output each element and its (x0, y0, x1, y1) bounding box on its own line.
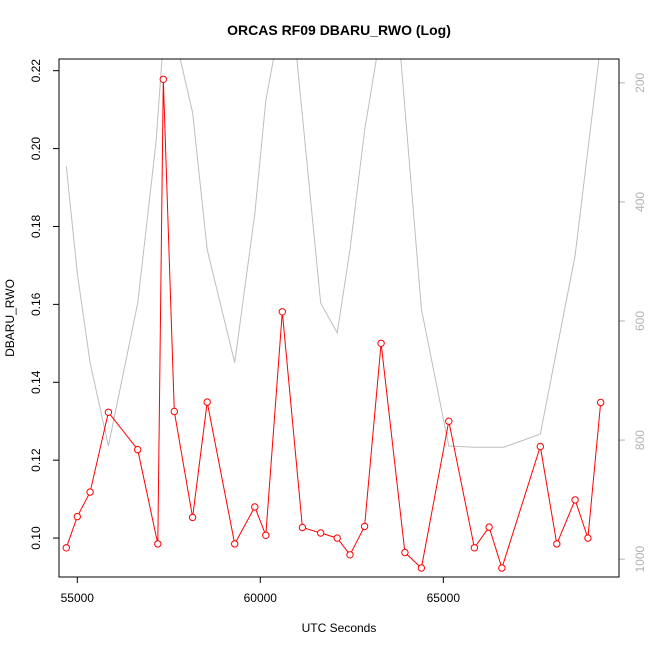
data-point (360, 522, 369, 531)
y2-tick-label: 600 (633, 311, 647, 331)
chart-title: ORCAS RF09 DBARU_RWO (Log) (227, 22, 451, 38)
data-point (485, 523, 493, 531)
y-tick-label: 0.10 (29, 526, 43, 550)
data-point (298, 523, 307, 532)
data-point (251, 503, 259, 511)
y-tick-label: 0.12 (29, 448, 43, 472)
data-point (104, 408, 113, 416)
data-point (262, 531, 270, 539)
data-point (470, 544, 479, 552)
data-point (377, 339, 385, 347)
data-point (170, 407, 179, 416)
data-point (231, 540, 239, 548)
data-point (73, 512, 82, 521)
data-point (584, 534, 592, 542)
data-point (571, 496, 579, 504)
y2-tick-label: 200 (633, 72, 647, 92)
x-tick-label: 55000 (61, 591, 95, 605)
data-point (417, 564, 426, 572)
data-point (498, 564, 506, 572)
data-point (188, 513, 197, 522)
y-tick-label: 0.20 (29, 137, 43, 161)
plot-frame (58, 58, 620, 578)
data-point (86, 488, 94, 496)
y-tick-label: 0.14 (29, 370, 43, 394)
x-tick-label: 65000 (427, 591, 461, 605)
data-point (445, 417, 453, 425)
data-point (597, 398, 605, 407)
data-point (62, 544, 71, 552)
data-point (401, 548, 409, 557)
y-axis-label: DBARU_RWO (3, 279, 17, 357)
data-point (553, 540, 561, 548)
data-point (159, 75, 168, 84)
secondary-series-line (65, 59, 600, 448)
x-axis-label: UTC Seconds (302, 621, 377, 635)
data-point (278, 308, 286, 316)
data-point (134, 445, 142, 454)
data-point (333, 534, 341, 542)
data-point (154, 540, 162, 548)
data-point (346, 551, 354, 559)
y-tick-label: 0.18 (29, 214, 43, 238)
y2-tick-label: 1000 (633, 545, 647, 572)
x-tick-label: 60000 (244, 591, 278, 605)
y-tick-label: 0.16 (29, 292, 43, 316)
data-point (203, 398, 211, 406)
y-tick-label: 0.22 (29, 59, 43, 83)
y2-tick-label: 800 (633, 430, 647, 450)
data-point (317, 529, 325, 537)
series-layer (62, 59, 605, 572)
data-point (536, 442, 544, 451)
y2-tick-label: 400 (633, 192, 647, 212)
